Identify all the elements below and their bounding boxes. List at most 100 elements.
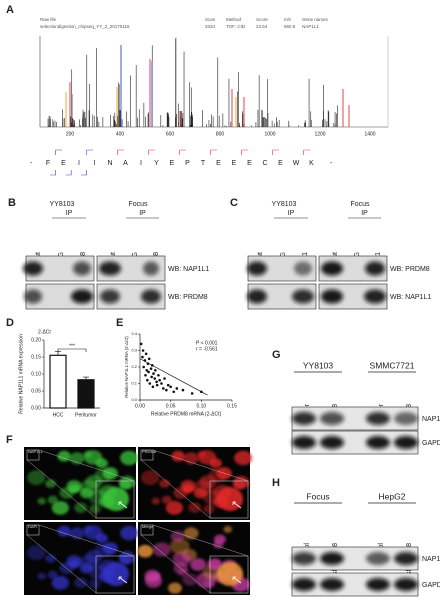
annotation: r = -0.561: [196, 346, 218, 352]
ion-bracket: [55, 149, 62, 155]
cell: [188, 502, 202, 513]
group-label: YY8103: [272, 201, 297, 208]
point: [172, 390, 176, 394]
band: [320, 436, 344, 449]
cell: [84, 525, 103, 540]
x-axis-label: Relative PRDM8 mRNA (2-ΔCt): [151, 411, 222, 417]
point: [165, 388, 168, 392]
cell: [193, 479, 213, 496]
cell: [171, 450, 185, 462]
cell: [103, 562, 129, 586]
y-tick-label: 0.10: [31, 371, 41, 377]
band: [23, 261, 43, 276]
band: [394, 436, 418, 449]
point: [152, 372, 155, 375]
cell: [51, 500, 69, 515]
point: [190, 392, 194, 395]
band: [24, 289, 42, 304]
ion-bracket: [241, 149, 248, 155]
blot-label: WB: NAP1L1: [168, 266, 209, 273]
point: [175, 387, 179, 390]
y-tick-label: 0.0: [131, 397, 137, 402]
cell: [190, 558, 207, 571]
inset-lines: [140, 524, 249, 594]
band: [247, 261, 267, 276]
panel-label: E: [116, 317, 123, 329]
point: [144, 352, 148, 356]
x-tick-label: 600: [166, 131, 175, 137]
point: [141, 355, 144, 359]
field-value: selectiondigestion_chipseq_YY_2_20170116: [40, 24, 130, 29]
point: [147, 370, 150, 374]
x-tick-label: 200: [66, 131, 75, 137]
group-label: YY8103: [303, 360, 334, 370]
point: [147, 357, 151, 361]
band: [247, 289, 267, 304]
point: [150, 375, 153, 379]
ion-bracket: [179, 149, 186, 155]
cell: [37, 497, 46, 505]
x-tick-label: 0.05: [166, 403, 176, 409]
field-value: TOF; CID: [226, 24, 246, 29]
inset: [95, 480, 135, 519]
cell: [170, 530, 185, 543]
x-tick-label: Peritumor: [75, 412, 97, 418]
point: [160, 382, 163, 385]
cell: [47, 495, 58, 504]
arrow: [232, 576, 242, 584]
point: [158, 378, 161, 382]
inset-box: [26, 449, 40, 461]
cell: [151, 497, 160, 505]
ion-bracket: [210, 149, 217, 155]
cell: [169, 538, 190, 555]
cell: [165, 500, 183, 515]
field-value: 23.64: [256, 24, 268, 29]
band: [292, 412, 316, 425]
field-name: Score: [256, 17, 268, 22]
inset: [209, 480, 249, 519]
field-value: 660.9: [284, 24, 296, 29]
ion-bracket: [148, 149, 155, 155]
residue: E: [278, 160, 283, 167]
inset-box: [26, 524, 40, 536]
y-tick-label: 0.00: [31, 405, 41, 411]
x-tick-label: 400: [116, 131, 125, 137]
point: [139, 342, 143, 346]
panel-label: F: [6, 434, 13, 446]
cell: [84, 450, 103, 465]
band: [292, 552, 316, 565]
inset-box: [140, 524, 154, 536]
field-value: 3334: [205, 24, 216, 29]
residue: E: [170, 160, 175, 167]
error-bar: [83, 376, 89, 380]
residue: N: [107, 160, 112, 167]
band: [394, 552, 418, 565]
band: [364, 289, 386, 304]
image-label: Merge: [142, 524, 154, 529]
field-name: Raw file: [40, 17, 57, 22]
cell: [74, 577, 88, 588]
cell: [172, 551, 192, 567]
residue: A: [123, 160, 128, 167]
group-label: SMMC7721: [370, 360, 415, 370]
field-value: NAP1L1: [302, 24, 319, 29]
residue: E: [61, 160, 66, 167]
cell: [119, 551, 136, 564]
cell: [177, 567, 189, 577]
residue: E: [247, 160, 252, 167]
cell: [89, 504, 101, 514]
point: [142, 365, 145, 369]
ion-bracket: [65, 170, 72, 176]
residue: T: [201, 160, 206, 167]
cell: [152, 542, 171, 557]
panel-label: B: [8, 197, 16, 209]
cell: [120, 450, 139, 466]
residue: K: [309, 160, 314, 167]
cell: [198, 450, 217, 465]
field-name: m/z: [284, 17, 292, 22]
point: [155, 380, 158, 384]
band: [365, 261, 385, 276]
y-tick-label: 0.05: [31, 388, 41, 394]
